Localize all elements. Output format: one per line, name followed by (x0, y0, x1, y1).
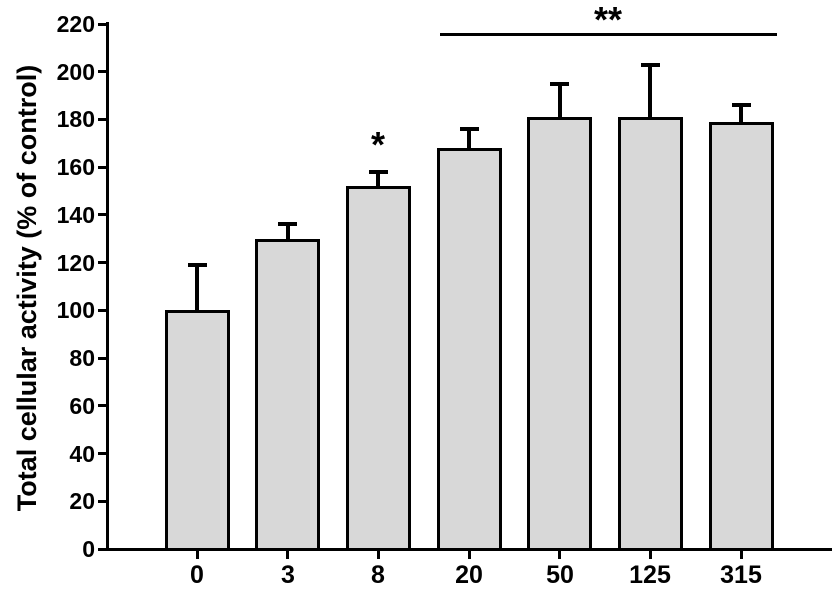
y-tick-label: 80 (69, 345, 95, 371)
error-bar-line (739, 105, 743, 124)
error-bar-cap (460, 127, 479, 131)
error-bar-cap (550, 82, 569, 86)
x-tick-label: 8 (371, 561, 385, 589)
x-tick (286, 551, 289, 559)
y-tick (98, 404, 106, 407)
y-tick (98, 23, 106, 26)
error-bar-cap (278, 222, 297, 226)
significance-star: * (370, 124, 385, 165)
y-tick (98, 500, 106, 503)
x-tick (377, 551, 380, 559)
error-bar-line (376, 172, 380, 188)
y-tick-label: 160 (56, 154, 95, 180)
bar (618, 117, 683, 551)
y-tick (98, 166, 106, 169)
error-bar-line (286, 224, 290, 240)
bar (346, 186, 411, 551)
x-tick-label: 0 (190, 561, 204, 589)
y-tick-label: 0 (82, 536, 95, 562)
y-axis (106, 22, 109, 551)
y-tick (98, 452, 106, 455)
y-tick (98, 357, 106, 360)
x-tick (196, 551, 199, 559)
x-tick (558, 551, 561, 559)
y-tick-label: 200 (56, 59, 95, 85)
error-bar-cap (188, 263, 207, 267)
error-bar-line (648, 65, 652, 119)
y-tick-label: 60 (69, 393, 95, 419)
error-bar-line (467, 129, 471, 150)
y-tick (98, 70, 106, 73)
x-tick-label: 315 (720, 561, 762, 589)
y-tick-label: 220 (56, 11, 95, 37)
error-bar-line (558, 84, 562, 119)
y-tick (98, 213, 106, 216)
y-tick-label: 40 (69, 441, 95, 467)
x-tick-label: 3 (281, 561, 295, 589)
y-tick (98, 118, 106, 121)
bar (165, 310, 230, 551)
x-tick (468, 551, 471, 559)
error-bar-cap (732, 103, 751, 107)
y-tick-label: 140 (56, 202, 95, 228)
error-bar-line (195, 265, 199, 312)
x-tick (649, 551, 652, 559)
y-tick-label: 180 (56, 106, 95, 132)
y-tick (98, 261, 106, 264)
bar (255, 239, 320, 551)
x-tick-label: 125 (629, 561, 671, 589)
y-tick (98, 548, 106, 551)
y-axis-title: Total cellular activity (% of control) (12, 64, 42, 512)
y-tick (98, 309, 106, 312)
x-tick (740, 551, 743, 559)
error-bar-cap (641, 63, 660, 67)
bar (709, 122, 774, 551)
y-tick-label: 20 (69, 488, 95, 514)
y-tick-label: 120 (56, 250, 95, 276)
significance-double-star: ** (593, 0, 623, 40)
error-bar-cap (369, 170, 388, 174)
significance-line (440, 33, 777, 36)
bar (437, 148, 502, 551)
bar (527, 117, 592, 551)
x-tick-label: 20 (455, 561, 483, 589)
x-tick-label: 50 (546, 561, 574, 589)
y-tick-label: 100 (56, 297, 95, 323)
